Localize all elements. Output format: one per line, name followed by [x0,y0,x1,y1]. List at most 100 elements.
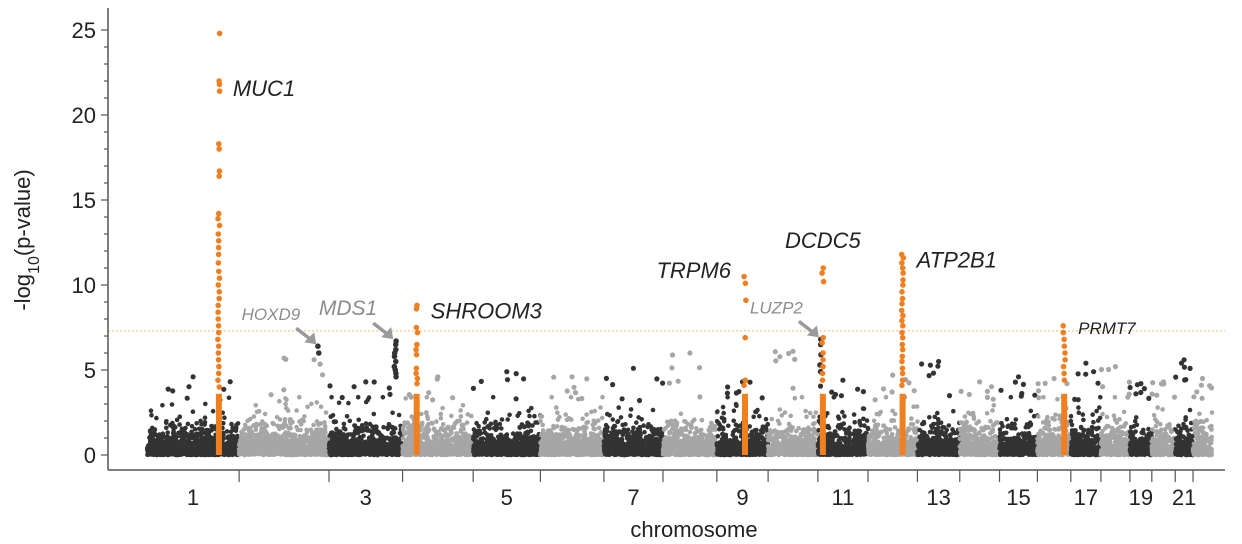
snp-point [446,441,451,447]
snp-point [439,440,445,446]
snp-point [148,433,153,439]
snp-point [556,437,561,443]
snp-point [184,448,190,454]
snp-point [484,436,490,442]
chromosome-2-points [236,355,332,458]
snp-point [253,403,259,408]
snp-point [513,396,519,402]
snp-point [151,451,156,456]
snp-point [287,417,293,422]
snp-point [297,434,303,439]
snp-point [430,397,436,403]
snp-point [279,451,285,457]
snp-point [177,414,183,420]
snp-point [361,428,366,433]
snp-point [458,435,463,440]
snp-point [283,452,289,457]
snp-point [330,413,336,418]
snp-point [284,406,289,411]
snp-point [520,452,526,458]
snp-point [318,421,324,426]
snp-point [522,424,528,429]
snp-point [564,388,570,394]
snp-point [207,438,212,443]
snp-point [199,440,204,446]
chromosome-peak-point [569,374,575,380]
snp-point [245,418,250,424]
snp-point [331,419,337,425]
snp-point [495,434,501,440]
snp-point [164,419,169,424]
snp-point [352,423,358,429]
snp-point [194,434,200,440]
snp-point [274,414,280,420]
snp-point [450,395,456,401]
snp-point [170,388,176,394]
snp-point [371,379,377,385]
snp-point [203,437,208,442]
snp-point [322,426,328,432]
snp-point [459,427,464,432]
snp-point [248,440,254,446]
snp-point [396,412,402,418]
snp-point [220,430,226,436]
snp-point [210,408,216,414]
snp-point [227,379,233,385]
snp-point [551,423,556,429]
snp-point [256,408,262,414]
snp-point [228,436,234,442]
snp-point [483,446,488,452]
snp-point [314,449,320,454]
snp-point [576,452,582,457]
snp-point [347,418,353,424]
snp-point [590,440,596,445]
snp-point [263,449,269,455]
snp-point [322,420,327,425]
snp-point [488,433,494,438]
snp-point [165,436,170,442]
snp-point [334,426,339,432]
snp-point [154,415,159,421]
snp-point [380,394,386,400]
snp-point [286,443,291,449]
snp-point [498,446,504,451]
snp-point [233,428,239,434]
snp-point [281,387,287,393]
snp-point [580,451,586,457]
snp-point [248,433,254,439]
snp-point [440,422,446,427]
snp-point [590,431,596,437]
snp-point [402,431,407,437]
snp-point [284,447,290,452]
snp-point [302,444,307,449]
snp-point [296,449,302,455]
snp-point [588,448,593,454]
snp-point [598,452,603,458]
snp-point [296,443,301,449]
snp-point [251,414,257,419]
snp-point [531,452,537,457]
snp-point [202,415,208,421]
snp-point [487,426,493,431]
snp-point [357,444,362,449]
snp-point [555,410,560,416]
snp-point [155,439,160,445]
snp-point [241,442,246,448]
snp-point [174,417,180,423]
snp-point [529,405,534,411]
snp-point [328,451,334,456]
snp-point [157,434,162,440]
snp-point [503,449,509,454]
snp-point [343,426,348,432]
snp-point [150,425,155,431]
snp-point [488,421,494,427]
snp-point [329,394,334,400]
snp-point [345,442,351,447]
snp-point [434,430,440,435]
snp-point [292,452,298,458]
snp-point [184,395,190,401]
snp-point [610,417,616,422]
snp-point [277,426,282,432]
snp-point [446,448,451,454]
